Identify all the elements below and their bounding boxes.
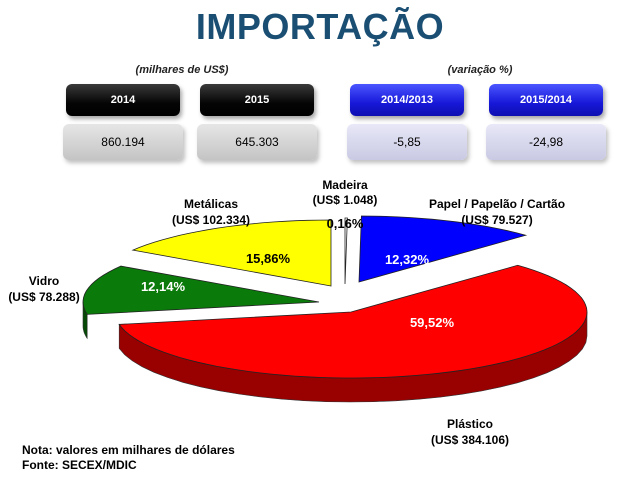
value-label-papel: (US$ 79.527) bbox=[461, 213, 532, 227]
category-label-plastico: Plástico bbox=[447, 417, 493, 431]
page-title: IMPORTAÇÃO bbox=[195, 6, 445, 47]
values-group-label: (milhares de US$) bbox=[135, 64, 229, 76]
variation-group-label: (variação %) bbox=[447, 64, 513, 76]
percent-label-plastico: 59,52% bbox=[410, 315, 455, 330]
header-2014-2013: 2014/2013 bbox=[350, 84, 464, 116]
value-label-madeira: (US$ 1.048) bbox=[313, 193, 378, 207]
value-label-plastico: (US$ 384.106) bbox=[431, 433, 509, 447]
pie-slice-plastico bbox=[118, 264, 588, 379]
value-2015: 645.303 bbox=[197, 124, 317, 160]
source-text: Fonte: SECEX/MDIC bbox=[22, 458, 137, 472]
percent-label-metalicas: 15,86% bbox=[246, 251, 291, 266]
variation-2015-2014: -24,98 bbox=[486, 124, 606, 160]
variation-2014-2013: -5,85 bbox=[347, 124, 467, 160]
pie-slice-madeira bbox=[344, 217, 348, 285]
value-2014: 860.194 bbox=[63, 124, 183, 160]
percent-label-vidro: 12,14% bbox=[141, 279, 186, 294]
value-label-metalicas: (US$ 102.334) bbox=[172, 213, 250, 227]
pie-slice-vidro bbox=[82, 265, 320, 315]
note-text: Nota: valores em milhares de dólares bbox=[22, 443, 235, 457]
percent-label-papel: 12,32% bbox=[385, 252, 430, 267]
header-2015: 2015 bbox=[200, 84, 314, 116]
percent-label-madeira: 0,16% bbox=[327, 216, 364, 231]
header-2014: 2014 bbox=[66, 84, 180, 116]
category-label-madeira: Madeira bbox=[322, 178, 368, 192]
category-label-vidro: Vidro bbox=[29, 274, 59, 288]
category-label-metalicas: Metálicas bbox=[184, 197, 238, 211]
value-label-vidro: (US$ 78.288) bbox=[8, 290, 79, 304]
pie-slice-metalicas bbox=[131, 219, 332, 287]
header-2015-2014: 2015/2014 bbox=[489, 84, 603, 116]
pie-slice-papel bbox=[358, 215, 528, 283]
category-label-papel: Papel / Papelão / Cartão bbox=[429, 197, 565, 211]
